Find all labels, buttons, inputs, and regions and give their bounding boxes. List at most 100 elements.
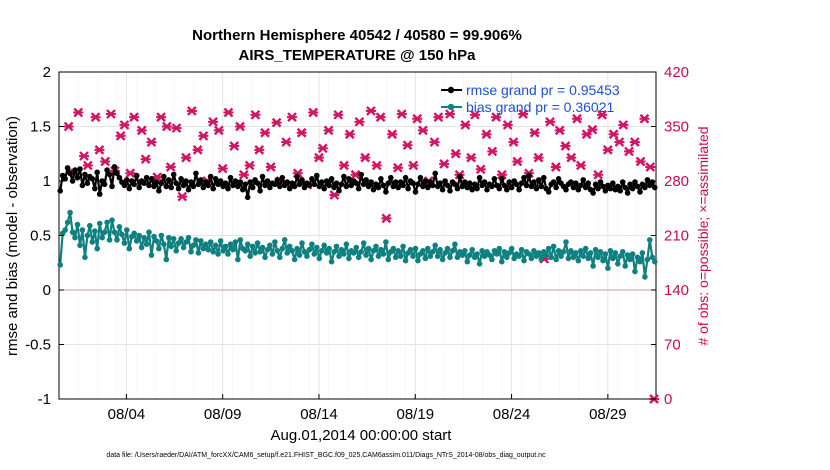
- rmse-point: [74, 174, 81, 181]
- rmse-point: [388, 174, 394, 181]
- bias-point: [439, 256, 446, 263]
- obs-count-marker: [354, 116, 365, 127]
- rmse-point: [644, 177, 651, 183]
- right-tick-label: 420: [664, 64, 689, 81]
- obs-count-marker: [94, 145, 105, 155]
- bias-point: [568, 248, 574, 254]
- bias-point: [109, 217, 115, 223]
- obs-count-marker: [460, 120, 471, 130]
- rmse-point: [101, 181, 108, 188]
- bias-point: [323, 250, 330, 256]
- grid: [59, 71, 657, 400]
- bias-point: [652, 258, 658, 265]
- bias-point: [474, 251, 480, 257]
- bias-point: [649, 254, 656, 261]
- rmse-point: [180, 182, 187, 189]
- rmse-point: [205, 182, 212, 189]
- rmse-point: [380, 182, 387, 189]
- rmse-point: [262, 182, 268, 189]
- rmse-point: [318, 179, 325, 185]
- rmse-point: [286, 185, 293, 192]
- bias-point: [94, 245, 100, 252]
- x-tick-label: 08/24: [493, 406, 531, 423]
- rmse-point: [415, 181, 421, 188]
- rmse-point: [82, 171, 88, 178]
- rmse-point: [267, 184, 273, 191]
- obs-count-marker: [396, 109, 407, 119]
- rmse-point: [67, 170, 73, 177]
- bias-point: [284, 250, 291, 256]
- bias-point: [203, 241, 209, 247]
- rmse-point: [518, 180, 525, 186]
- obs-count-marker: [79, 151, 90, 161]
- bias-point: [412, 245, 419, 252]
- rmse-point: [207, 173, 214, 180]
- rmse-point: [553, 184, 559, 191]
- bias-point: [301, 249, 308, 255]
- rmse-point: [597, 179, 604, 185]
- obs-count-marker: [433, 112, 444, 123]
- rmse-point: [447, 188, 453, 194]
- obs-count-marker: [271, 117, 282, 128]
- obs-count-marker: [529, 127, 540, 138]
- bias-point: [131, 230, 137, 237]
- obs-count-marker: [402, 140, 413, 151]
- rmse-point: [582, 184, 589, 191]
- bias-point: [277, 254, 283, 261]
- bias-point: [254, 240, 261, 246]
- rmse-point: [185, 186, 192, 193]
- bias-point: [267, 242, 273, 249]
- right-tick-label: 140: [664, 282, 689, 299]
- bias-point: [296, 252, 303, 258]
- bias-point: [207, 239, 214, 245]
- rmse-point: [541, 174, 547, 181]
- rmse-point: [422, 178, 429, 184]
- bias-point: [563, 239, 569, 245]
- obs-count-marker: [208, 116, 219, 127]
- bias-point: [580, 253, 586, 259]
- rmse-point: [469, 186, 476, 193]
- rmse-point: [244, 194, 251, 201]
- rmse-point: [163, 183, 170, 190]
- obs-count-marker: [136, 125, 147, 136]
- legend: rmse grand pr = 0.95453 bias grand pr = …: [441, 82, 620, 115]
- bias-point: [72, 234, 78, 241]
- rmse-point: [592, 181, 599, 188]
- bias-point: [311, 251, 318, 257]
- bias-point: [511, 255, 517, 262]
- obs-count-marker: [439, 159, 450, 169]
- obs-count-marker: [496, 169, 507, 180]
- bias-point: [501, 249, 508, 255]
- right-tick-label: 70: [664, 337, 681, 354]
- rmse-point: [254, 180, 261, 186]
- rmse-point: [570, 184, 577, 191]
- obs-count-marker: [608, 129, 619, 140]
- rmse-point: [402, 174, 409, 181]
- bias-point: [314, 244, 320, 251]
- bias-point: [452, 241, 458, 247]
- obs-count-marker: [365, 106, 376, 116]
- rmse-point: [316, 183, 323, 190]
- rmse-point: [277, 183, 283, 190]
- bias-series: [57, 209, 658, 280]
- rmse-point: [491, 176, 498, 182]
- bias-point: [141, 234, 147, 241]
- bias-point: [363, 252, 369, 258]
- bias-point: [560, 249, 567, 255]
- bias-point: [64, 219, 71, 226]
- rmse-point: [94, 169, 100, 176]
- bias-point: [629, 251, 636, 257]
- obs-count-marker: [213, 125, 224, 136]
- bias-point: [429, 249, 436, 255]
- obs-count-marker: [198, 130, 209, 141]
- bias-point: [390, 245, 397, 252]
- x-tick-label: 08/09: [204, 406, 242, 423]
- bias-point: [543, 252, 549, 258]
- bias-point: [351, 250, 357, 256]
- x-tick-label: 08/19: [397, 406, 435, 423]
- legend-rmse-marker: [447, 86, 455, 94]
- obs-count-marker: [566, 152, 577, 163]
- bias-point: [136, 232, 142, 239]
- rmse-point: [452, 181, 458, 188]
- bias-point: [178, 236, 184, 242]
